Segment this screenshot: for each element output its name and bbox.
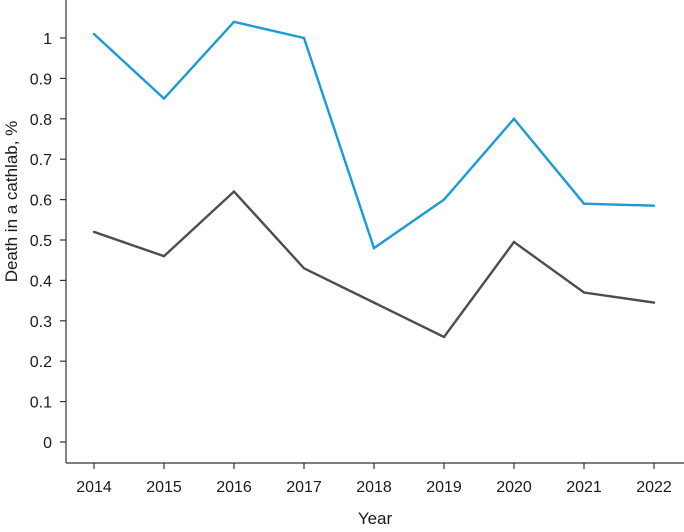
x-tick-label: 2016 — [216, 479, 252, 496]
x-tick-label: 2015 — [146, 479, 182, 496]
x-tick-label: 2022 — [636, 479, 672, 496]
y-tick-label: 0.9 — [30, 71, 52, 88]
y-tick-label: 0.4 — [30, 273, 52, 290]
x-tick-label: 2020 — [496, 479, 532, 496]
series-1-point — [372, 246, 376, 250]
series-2-point — [162, 254, 166, 258]
series-layer — [92, 20, 656, 339]
y-tick-label: 0.5 — [30, 233, 52, 250]
x-axis: 2014 2015 2016 2017 2018 2019 2020 2021 2022 — [66, 462, 684, 496]
series-1-point — [512, 117, 516, 121]
series-2-point — [302, 267, 306, 270]
series-2-point — [652, 301, 656, 304]
x-tick-label: 2018 — [356, 479, 392, 496]
series-2-point — [512, 240, 516, 244]
x-tick-label: 2021 — [566, 479, 602, 496]
series-1-point — [302, 36, 306, 40]
series-2-point — [372, 301, 376, 304]
series-1-point — [582, 202, 586, 205]
series-line-2 — [93, 189, 655, 339]
series-line-1 — [93, 20, 655, 250]
series-1-point — [162, 97, 166, 100]
series-2-point — [232, 190, 236, 193]
x-axis-title: Year — [358, 509, 393, 528]
y-tick-label: 0 — [43, 435, 52, 452]
y-axis: 0 0.1 0.2 0.3 0.4 0.5 0.6 0.7 0.8 0.9 1 — [30, 0, 67, 463]
y-axis-title: Death in a cathlab, % — [2, 121, 21, 283]
y-tick-label: 0.8 — [30, 112, 52, 129]
x-tick-label: 2014 — [76, 479, 112, 496]
series-1-point — [92, 32, 96, 36]
y-tick-label: 0.3 — [30, 314, 52, 331]
series-1-point — [652, 204, 656, 207]
y-tick-label: 1 — [43, 31, 52, 48]
y-tick-label: 0.2 — [30, 354, 52, 371]
series-1-point — [442, 198, 446, 201]
series-1-point — [232, 20, 236, 24]
series-2-point — [442, 335, 446, 339]
series-2-point — [582, 291, 586, 294]
y-tick-label: 0.6 — [30, 193, 52, 210]
y-tick-label: 0.1 — [30, 395, 52, 412]
series-2-point — [92, 230, 96, 234]
x-tick-label: 2017 — [286, 479, 322, 496]
y-tick-label: 0.7 — [30, 152, 52, 169]
x-tick-label: 2019 — [426, 479, 462, 496]
